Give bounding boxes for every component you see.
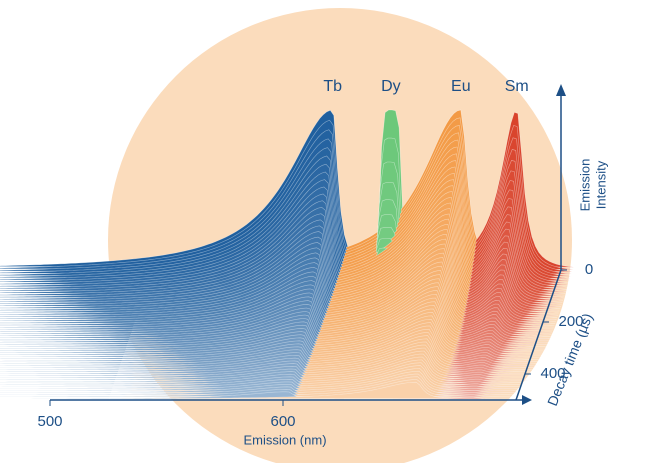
x-tick-label: 500 — [37, 413, 62, 430]
series-label: Sm — [505, 78, 529, 95]
slice — [108, 381, 473, 399]
z-tick-label: 0 — [585, 261, 593, 278]
series-label: Dy — [381, 78, 401, 95]
z-tick-label: 400 — [540, 365, 565, 382]
z-axis — [515, 269, 562, 401]
slice — [343, 396, 530, 400]
x-tick-label: 600 — [270, 413, 295, 430]
x-arrow — [522, 395, 532, 405]
x-axis-label: Emission (nm) — [243, 432, 326, 447]
series-label: Tb — [323, 78, 342, 95]
y-arrow — [556, 84, 566, 96]
series-label: Eu — [451, 78, 471, 95]
slices — [0, 109, 574, 400]
y-axis-label: Intensity — [593, 160, 608, 209]
slice — [0, 391, 335, 400]
z-tick-label: 200 — [558, 313, 583, 330]
y-axis-label: Emission — [577, 159, 592, 212]
